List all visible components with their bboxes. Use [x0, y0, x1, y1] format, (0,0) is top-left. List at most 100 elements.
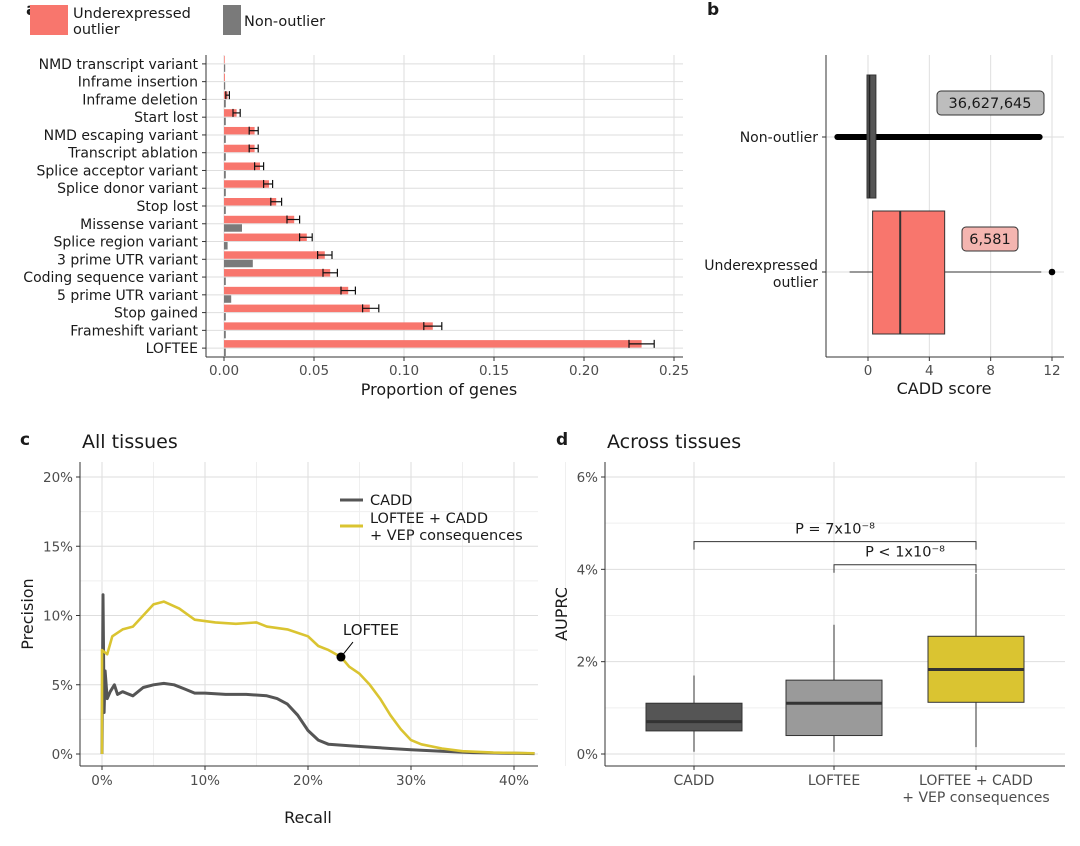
panel-b-x-tick-label: 12 — [1043, 363, 1060, 379]
panel-c-x-tick-label: 30% — [396, 773, 426, 789]
panel-d-comparison-bracket — [833, 564, 977, 573]
panel-a-bar-non-outlier — [224, 313, 226, 321]
panel-a-category-label: NMD escaping variant — [44, 128, 199, 144]
panel-a-bar-non-outlier — [224, 135, 226, 143]
panel-label-b: b — [707, 0, 719, 20]
panel-a-bar-outlier — [224, 162, 260, 170]
panel-b-category-label: Non-outlier — [740, 130, 819, 146]
panel-a-bar-outlier — [224, 144, 255, 153]
panel-a-category-label: Coding sequence variant — [23, 270, 198, 286]
legend-label-outlier-line2: outlier — [73, 22, 120, 38]
panel-label-d: d — [556, 430, 568, 450]
panel-c-x-tick-label: 20% — [293, 773, 323, 789]
panel-c-title: All tissues — [82, 431, 178, 453]
panel-b-box-outlier — [872, 210, 946, 335]
panel-a-bar-outlier — [224, 55, 225, 64]
panel-c-y-tick-label: 10% — [43, 609, 73, 625]
panel-c-y-tick-label: 5% — [52, 678, 74, 694]
panel-d-y-tick-label: 2% — [577, 655, 599, 671]
panel-c-series-line-combined — [100, 600, 535, 755]
panel-a-bar-non-outlier — [224, 99, 226, 108]
panel-a-bar-non-outlier — [224, 330, 226, 339]
panel-b-count-outlier: 6,581 — [969, 232, 1011, 248]
panel-d-box — [785, 679, 883, 737]
panel-c-annotation-label: LOFTEE — [343, 621, 399, 639]
panel-a-x-tick-label: 0.05 — [299, 363, 329, 379]
legend-swatch-outlier — [30, 5, 68, 35]
panel-d-comparison-label: P < 1x10⁻⁸ — [865, 545, 945, 561]
panel-a-bar-non-outlier — [224, 259, 253, 268]
panel-c-y-tick-label: 20% — [43, 470, 73, 486]
legend-swatch-non-outlier — [223, 5, 241, 35]
panel-a-bar-non-outlier — [224, 277, 226, 286]
panel-a-bar-outlier — [224, 215, 295, 224]
panel-label-c: c — [20, 430, 30, 450]
panel-a-category-label: Frameshift variant — [70, 323, 198, 339]
panel-a-category-label: Start lost — [134, 110, 198, 126]
panel-c-legend-label-combined-line1: LOFTEE + CADD — [370, 511, 488, 527]
panel-a-x-tick-label: 0.10 — [389, 363, 419, 379]
panel-d-comparison-label: P = 7x10⁻⁸ — [795, 522, 875, 538]
panel-b-category-label-line2: outlier — [773, 275, 818, 291]
panel-b-count-box-outlier — [961, 226, 1019, 252]
panel-a-bar-outlier — [224, 73, 225, 82]
panel-d-comparison-bracket — [693, 541, 977, 550]
panel-a-bar-non-outlier — [224, 188, 226, 197]
panel-a-bar-non-outlier — [224, 170, 226, 179]
panel-a-category-label: Inframe deletion — [82, 92, 198, 108]
panel-a-bar-outlier — [224, 180, 269, 188]
panel-a-bar-outlier — [224, 286, 349, 295]
panel-b-x-axis-title: CADD score — [897, 379, 992, 398]
panel-c-legend-label-cadd: CADD — [370, 493, 412, 509]
panel-b-x-tick-label: 8 — [986, 363, 995, 379]
panel-a-bar-non-outlier — [224, 348, 226, 357]
panel-a-category-label: Stop gained — [114, 306, 198, 322]
panel-b-box-plot: 0 4 8 12 36,627,645 6,581 Non-outlier Underexpr… — [704, 55, 1064, 398]
panel-c-y-axis-title: Precision — [18, 578, 37, 649]
panel-c-plot-area — [80, 462, 538, 766]
panel-a-bar-outlier — [224, 109, 237, 117]
panel-d-y-tick-label: 4% — [577, 562, 599, 578]
panel-c-annotation-point — [336, 652, 346, 662]
panel-a-category-label: Splice region variant — [54, 235, 199, 251]
panel-a-bar-outlier — [224, 126, 255, 135]
panel-a-category-label: Stop lost — [136, 199, 198, 215]
panel-b-category-label-line1: Underexpressed — [704, 258, 818, 274]
panel-a-category-label: 3 prime UTR variant — [57, 252, 199, 268]
panel-b-count-non-outlier: 36,627,645 — [948, 96, 1031, 112]
panel-c-x-tick-label: 40% — [499, 773, 529, 789]
panel-a-category-label: Splice acceptor variant — [37, 163, 199, 179]
panel-a-bar-non-outlier — [224, 242, 228, 250]
panel-b-x-tick-label: 0 — [864, 363, 873, 379]
panel-a-category-label: 5 prime UTR variant — [57, 288, 199, 304]
panel-b-x-tick-label: 4 — [925, 363, 934, 379]
panel-a-bar-non-outlier — [224, 64, 226, 72]
panel-a-bar-outlier — [224, 233, 307, 241]
panel-a-x-tick-label: 0.15 — [479, 363, 509, 379]
panel-a-bar-outlier — [224, 269, 331, 277]
panel-d-box — [645, 702, 743, 732]
panel-b-outlier-point — [1036, 134, 1043, 140]
panel-a-bar-outlier — [224, 251, 325, 259]
panel-a-bar-outlier — [224, 304, 370, 313]
panel-d-category-label: LOFTEE — [808, 773, 860, 789]
panel-d-title: Across tissues — [607, 431, 741, 453]
panel-a-bar-non-outlier — [224, 82, 226, 90]
panel-b-outlier-point — [1048, 268, 1056, 276]
panel-a-bar-non-outlier — [224, 295, 232, 303]
panel-d-y-tick-label: 0% — [577, 747, 599, 763]
panel-a-category-label: NMD transcript variant — [39, 57, 199, 73]
panel-a-bar-non-outlier — [224, 117, 226, 126]
legend-label-outlier-line1: Underexpressed — [73, 6, 191, 22]
panel-a-bar-outlier — [224, 198, 277, 206]
panel-c-y-tick-label: 0% — [52, 747, 74, 763]
panel-a-category-label: Splice donor variant — [57, 181, 198, 197]
panel-d-y-axis-title: AUPRC — [552, 587, 571, 641]
panel-b-count-box-non-outlier — [936, 90, 1045, 116]
panel-a-x-axis-title: Proportion of genes — [361, 380, 517, 399]
panel-a-x-tick-label: 0.20 — [569, 363, 599, 379]
legend-label-non-outlier: Non-outlier — [244, 14, 325, 30]
panel-d-category-label: + VEP consequences — [902, 790, 1049, 806]
panel-a-x-tick-label: 0.00 — [209, 363, 239, 379]
